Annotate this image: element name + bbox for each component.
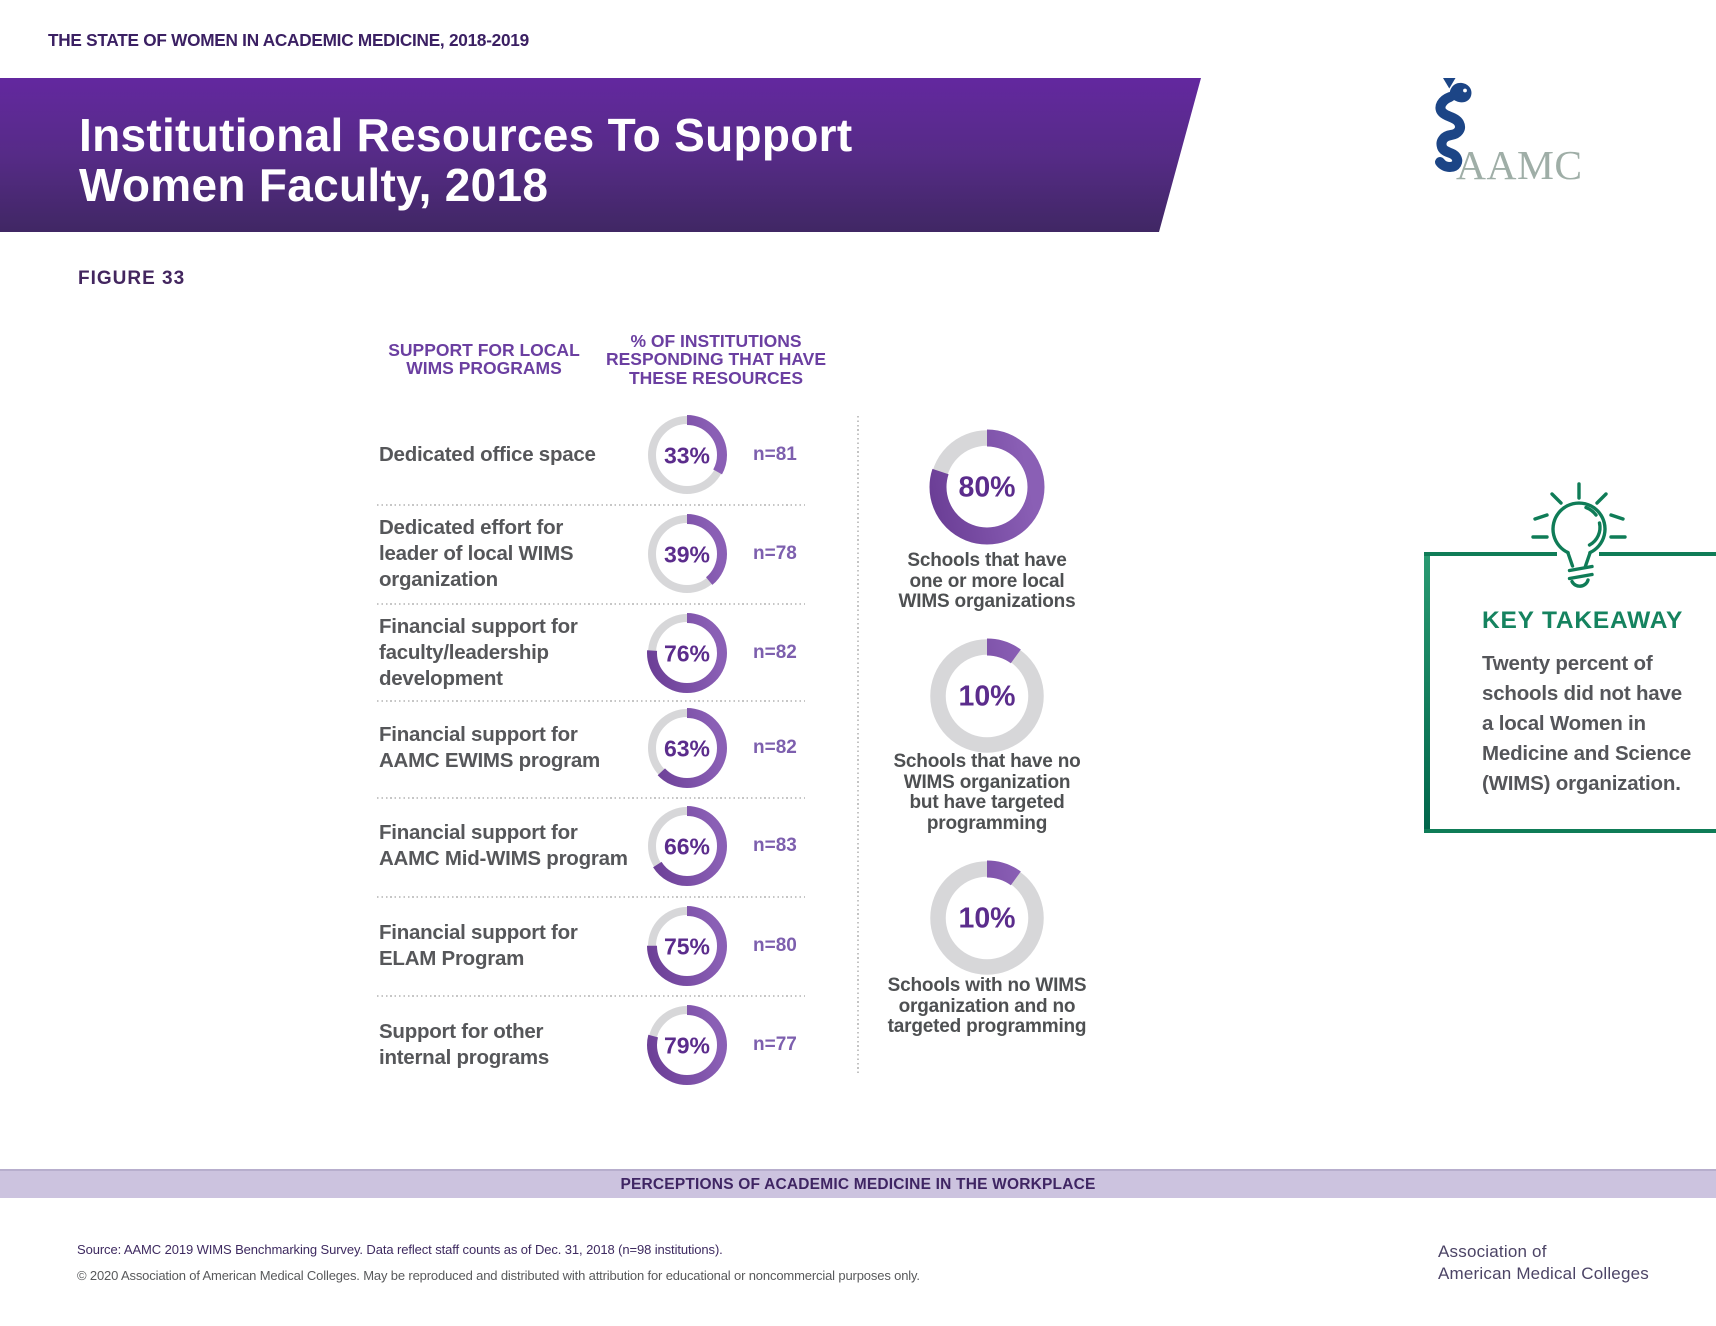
svg-text:80%: 80% <box>958 472 1015 504</box>
svg-text:AAMC: AAMC <box>1456 142 1583 188</box>
svg-text:75%: 75% <box>664 934 710 960</box>
svg-text:33%: 33% <box>664 443 710 469</box>
svg-text:79%: 79% <box>664 1033 710 1059</box>
svg-text:10%: 10% <box>958 903 1015 935</box>
svg-text:63%: 63% <box>664 736 710 762</box>
svg-text:66%: 66% <box>664 834 710 860</box>
svg-text:39%: 39% <box>664 542 710 568</box>
svg-text:76%: 76% <box>664 641 710 667</box>
svg-text:10%: 10% <box>958 681 1015 713</box>
